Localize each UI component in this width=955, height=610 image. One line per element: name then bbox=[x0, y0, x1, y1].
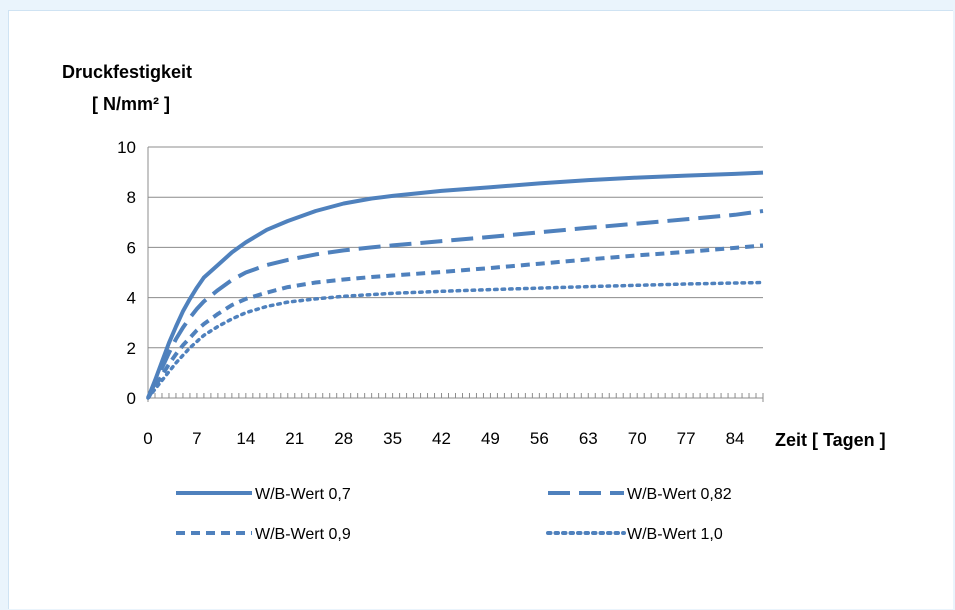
y-axis-title-line2: [ N/mm² ] bbox=[92, 94, 170, 114]
y-axis-title-line1: Druckfestigkeit bbox=[62, 62, 192, 82]
series-line-4 bbox=[146, 280, 765, 400]
legend-label-2: W/B-Wert 0,82 bbox=[627, 486, 732, 503]
legend-label-3: W/B-Wert 0,9 bbox=[255, 526, 351, 543]
y-tick-label-6: 6 bbox=[127, 238, 136, 257]
y-tick-label-4: 4 bbox=[127, 289, 136, 308]
y-tick-label-2: 2 bbox=[127, 339, 136, 358]
x-tick-label-49: 49 bbox=[481, 429, 500, 448]
legend: W/B-Wert 0,7 W/B-Wert 0,82 W/B-Wert 0,9 W/B… bbox=[176, 486, 732, 543]
series-line-2 bbox=[146, 209, 764, 399]
x-tick-label-42: 42 bbox=[432, 429, 451, 448]
legend-label-4: W/B-Wert 1,0 bbox=[627, 526, 723, 543]
grid-lines bbox=[148, 146, 763, 349]
series-lines bbox=[146, 170, 765, 400]
chart-frame bbox=[8, 10, 953, 609]
x-tick-label-21: 21 bbox=[285, 429, 304, 448]
y-tick-label-10: 10 bbox=[117, 138, 136, 157]
y-tick-label-8: 8 bbox=[127, 188, 136, 207]
x-tick-label-0: 0 bbox=[143, 429, 152, 448]
series-line-1 bbox=[146, 170, 764, 399]
y-tick-label-0: 0 bbox=[127, 389, 136, 408]
x-tick-label-35: 35 bbox=[383, 429, 402, 448]
x-tick-label-56: 56 bbox=[530, 429, 549, 448]
series-line-3 bbox=[146, 243, 764, 400]
x-tick-label-63: 63 bbox=[579, 429, 598, 448]
tick-labels: 0 2 4 6 8 10 0 7 14 21 28 35 42 49 56 63 70 77 84 bbox=[117, 138, 744, 448]
legend-label-1: W/B-Wert 0,7 bbox=[255, 486, 351, 503]
x-tick-label-84: 84 bbox=[726, 429, 745, 448]
x-tick-label-28: 28 bbox=[334, 429, 353, 448]
x-tick-label-70: 70 bbox=[628, 429, 647, 448]
x-tick-label-77: 77 bbox=[677, 429, 696, 448]
x-tick-label-7: 7 bbox=[192, 429, 201, 448]
x-axis-title: Zeit [ Tagen ] bbox=[775, 430, 886, 450]
x-tick-label-14: 14 bbox=[236, 429, 255, 448]
